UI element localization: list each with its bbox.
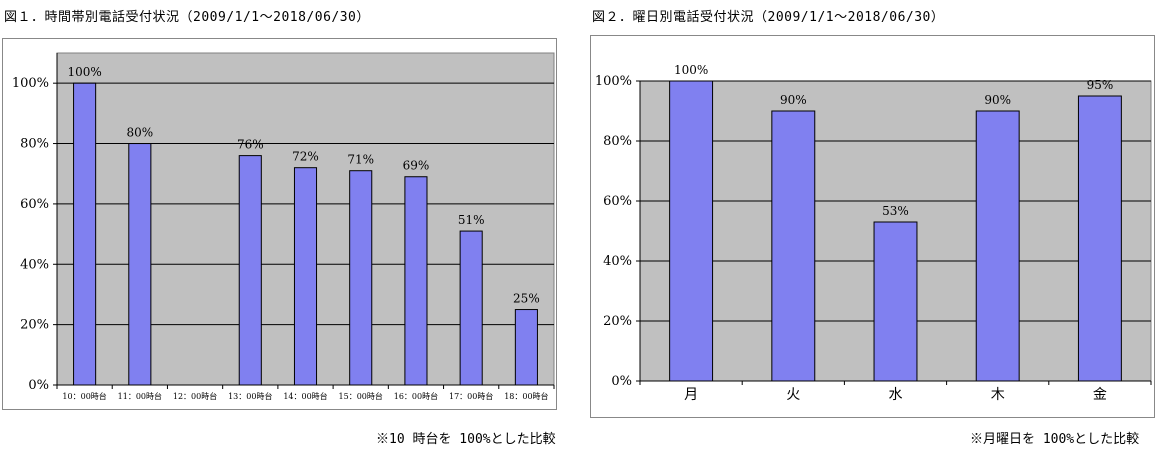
- y-tick-label: 80%: [20, 137, 49, 152]
- data-label: 71%: [347, 153, 374, 167]
- bar: [128, 143, 152, 386]
- x-tick-label: 水: [889, 387, 903, 403]
- bar: [771, 110, 816, 382]
- y-tick-label: 60%: [20, 197, 49, 212]
- x-tick-label: 火: [786, 387, 800, 403]
- x-tick-label: 月: [684, 387, 698, 403]
- x-tick-label: 16：00時台: [394, 391, 438, 401]
- data-label: 90%: [780, 93, 807, 107]
- chart2-note: ※月曜日を 100%とした比較: [970, 432, 1140, 447]
- y-tick-label: 40%: [20, 257, 49, 272]
- data-label: 95%: [1087, 78, 1114, 92]
- x-tick-label: 17：00時台: [449, 391, 493, 401]
- y-tick-label: 20%: [20, 318, 49, 333]
- bar: [404, 176, 428, 386]
- data-label: 100%: [67, 65, 101, 79]
- y-tick-label: 100%: [12, 76, 49, 91]
- x-tick-label: 12：00時台: [173, 391, 217, 401]
- chart1-svg: 0% 20% 40% 60% 80% 100% 10：00時台 100% 11：00時台 80% 1…: [12, 52, 555, 401]
- bar: [73, 82, 97, 386]
- x-tick-label: 13：00時台: [228, 391, 272, 401]
- x-tick-label: 14：00時台: [283, 391, 327, 401]
- bar: [238, 155, 262, 386]
- chart1-note: ※10 時台を 100%とした比較: [376, 432, 556, 447]
- bar: [873, 221, 918, 382]
- data-label: 76%: [237, 138, 264, 152]
- y-tick-label: 20%: [603, 314, 632, 329]
- y-tick-label: 60%: [603, 194, 632, 209]
- y-tick-label: 100%: [595, 74, 632, 89]
- y-tick-label: 0%: [611, 374, 632, 389]
- y-tick-label: 0%: [28, 378, 49, 393]
- bar: [669, 80, 714, 382]
- bar: [349, 170, 373, 386]
- x-tick-label: 15：00時台: [339, 391, 383, 401]
- chart2-container: 0% 20% 40% 60% 80% 100% 月 100% 火 90% 水 53% 木 90% 金 95%: [590, 35, 1155, 418]
- bar: [1077, 95, 1122, 382]
- y-tick-label: 40%: [603, 254, 632, 269]
- data-label: 100%: [674, 63, 708, 77]
- bar: [514, 309, 538, 386]
- bar: [459, 230, 483, 386]
- data-label: 69%: [403, 159, 430, 173]
- data-label: 80%: [126, 126, 153, 140]
- bar: [975, 110, 1020, 382]
- x-tick-label: 10：00時台: [62, 391, 106, 401]
- chart1-title: 図１．時間帯別電話受付状況（2009/1/1～2018/06/30）: [4, 10, 370, 25]
- bar: [293, 167, 318, 386]
- y-tick-label: 80%: [603, 134, 632, 149]
- x-tick-label: 金: [1093, 387, 1107, 403]
- data-label: 51%: [458, 213, 485, 227]
- chart2-svg: 0% 20% 40% 60% 80% 100% 月 100% 火 90% 水 53% 木 90% 金 95%: [595, 63, 1152, 403]
- data-label: 25%: [513, 292, 540, 306]
- x-tick-label: 木: [991, 387, 1005, 403]
- data-label: 72%: [292, 150, 319, 164]
- data-label: 90%: [984, 93, 1011, 107]
- chart1-container: 0% 20% 40% 60% 80% 100% 10：00時台 100% 11：00時台 80% 1…: [2, 38, 557, 410]
- data-label: 53%: [882, 204, 909, 218]
- x-tick-label: 11：00時台: [118, 391, 162, 401]
- chart2-title: 図２．曜日別電話受付状況（2009/1/1～2018/06/30）: [592, 10, 945, 25]
- x-tick-label: 18：00時台: [504, 391, 548, 401]
